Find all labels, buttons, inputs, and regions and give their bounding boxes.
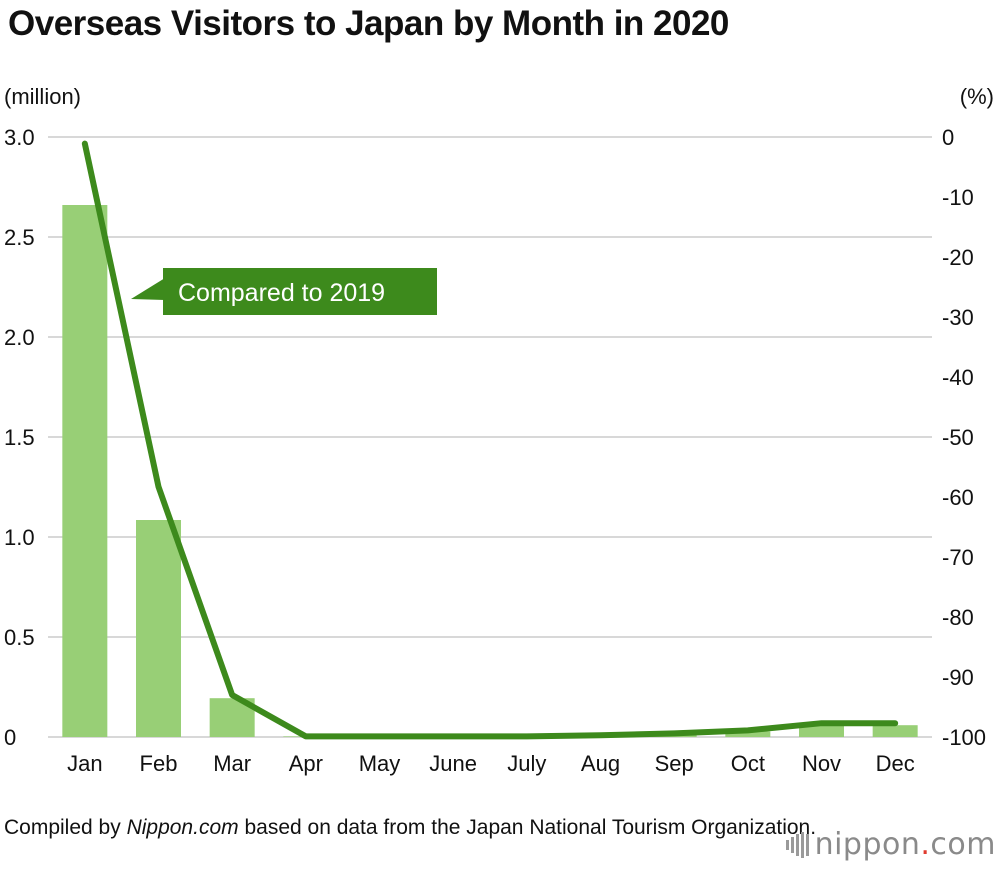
right-axis-unit: (%) bbox=[959, 84, 994, 109]
x-tick-label: Nov bbox=[802, 751, 841, 776]
right-tick-label: -70 bbox=[942, 545, 974, 570]
x-tick-label: Feb bbox=[140, 751, 178, 776]
right-tick-label: -10 bbox=[942, 185, 974, 210]
left-tick-label: 0 bbox=[4, 725, 16, 750]
line-compared-to-2019 bbox=[81, 140, 899, 740]
gridlines bbox=[48, 136, 932, 738]
line-series bbox=[81, 140, 899, 740]
right-tick-label: -80 bbox=[942, 605, 974, 630]
logo-wordmark: nippon.com bbox=[814, 827, 996, 862]
x-tick-label: Apr bbox=[289, 751, 323, 776]
left-tick-label: 2.5 bbox=[4, 225, 35, 250]
x-tick-label: Aug bbox=[581, 751, 620, 776]
source-site: Nippon.com bbox=[126, 816, 239, 839]
bar-jan bbox=[62, 205, 108, 737]
left-tick-label: 1.5 bbox=[4, 425, 35, 450]
source-prefix: Compiled by bbox=[4, 816, 127, 839]
x-tick-label: Oct bbox=[731, 751, 765, 776]
x-tick-label: Dec bbox=[876, 751, 915, 776]
x-tick-label: May bbox=[359, 751, 401, 776]
x-tick-label: July bbox=[507, 751, 546, 776]
right-axis-ticks: 0 -10 -20 -30 -40 -50 -60 -70 -80 -90 -100 bbox=[942, 125, 986, 750]
right-tick-label: -60 bbox=[942, 485, 974, 510]
line-annotation: Compared to 2019 bbox=[131, 268, 437, 315]
right-tick-label: -100 bbox=[942, 725, 986, 750]
left-tick-label: 0.5 bbox=[4, 625, 35, 650]
left-tick-label: 3.0 bbox=[4, 125, 35, 150]
bar-dec bbox=[872, 725, 918, 737]
source-rest: based on data from the Japan National To… bbox=[238, 816, 817, 839]
x-tick-label: Jan bbox=[67, 751, 102, 776]
x-tick-label: Mar bbox=[213, 751, 251, 776]
bar-series bbox=[62, 205, 918, 737]
annotation-pointer bbox=[131, 278, 165, 300]
x-axis-ticks: Jan Feb Mar Apr May June July Aug Sep Oct Nov Dec bbox=[67, 751, 915, 776]
right-tick-label: -30 bbox=[942, 305, 974, 330]
right-tick-label: -40 bbox=[942, 365, 974, 390]
annotation-box bbox=[163, 268, 437, 315]
bar-oct bbox=[725, 731, 771, 737]
x-tick-label: June bbox=[429, 751, 477, 776]
left-axis-ticks: 3.0 2.5 2.0 1.5 1.0 0.5 0 bbox=[4, 125, 35, 750]
annotation-label: Compared to 2019 bbox=[178, 279, 385, 307]
logo-bars-icon bbox=[785, 831, 809, 858]
chart-title: Overseas Visitors to Japan by Month in 2… bbox=[8, 4, 729, 43]
bar-feb bbox=[136, 520, 181, 737]
bar-nov bbox=[799, 725, 844, 737]
right-tick-label: -20 bbox=[942, 245, 974, 270]
left-tick-label: 2.0 bbox=[4, 325, 35, 350]
right-tick-label: -50 bbox=[942, 425, 974, 450]
right-tick-label: 0 bbox=[942, 125, 954, 150]
right-tick-label: -90 bbox=[942, 665, 974, 690]
source-note: Compiled by Nippon.com based on data fro… bbox=[4, 814, 816, 842]
nippon-logo: nippon.com bbox=[785, 827, 996, 862]
x-tick-label: Sep bbox=[655, 751, 694, 776]
left-tick-label: 1.0 bbox=[4, 525, 35, 550]
left-axis-unit: (million) bbox=[4, 84, 81, 109]
